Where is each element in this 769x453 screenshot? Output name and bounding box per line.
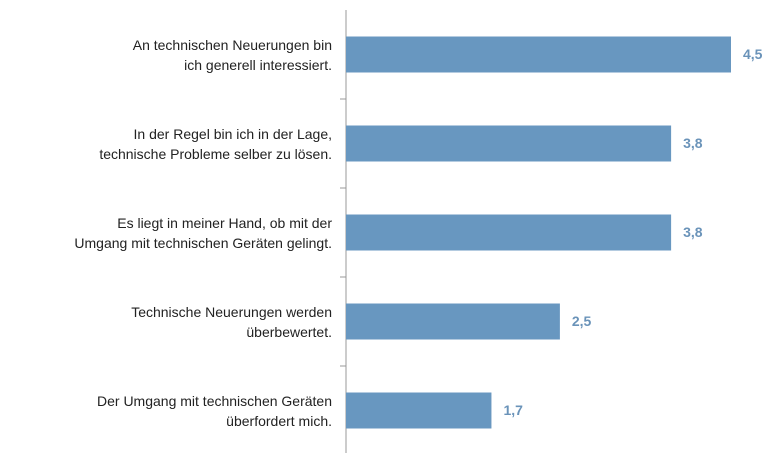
value-label: 1,7 <box>503 401 523 418</box>
bar <box>346 36 731 73</box>
category-label: An technischen Neuerungen bin ich genere… <box>132 36 332 73</box>
category-label: Technische Neuerungen werden überbewerte… <box>131 303 332 340</box>
category-label: Der Umgang mit technischen Geräten überf… <box>97 392 332 429</box>
category-label: Es liegt in meiner Hand, ob mit der Umga… <box>74 214 332 251</box>
value-label: 3,8 <box>683 134 703 151</box>
value-label: 2,5 <box>571 312 592 329</box>
value-label: 4,5 <box>743 45 763 62</box>
bar <box>346 392 492 429</box>
category-label: In der Regel bin ich in der Lage, techni… <box>99 125 332 162</box>
bar <box>346 303 560 340</box>
value-label: 3,8 <box>683 223 703 240</box>
bar <box>346 125 672 162</box>
bar <box>346 214 672 251</box>
